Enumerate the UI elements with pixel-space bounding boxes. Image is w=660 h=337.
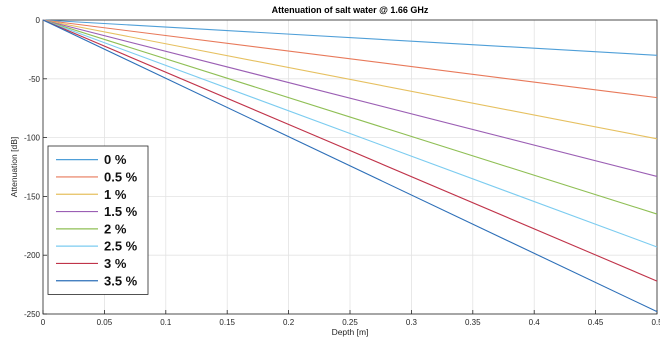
- x-tick-label: 0.4: [529, 318, 541, 327]
- legend-label: 3.5 %: [104, 273, 138, 288]
- legend-box: [47, 145, 149, 295]
- legend-label: 2 %: [104, 221, 127, 236]
- x-tick-label: 0.1: [160, 318, 172, 327]
- y-tick-label: -200: [24, 251, 41, 260]
- x-tick-label: 0.35: [465, 318, 481, 327]
- y-tick-label: 0: [36, 16, 41, 25]
- legend-label: 1 %: [104, 187, 127, 202]
- legend-label: 1.5 %: [104, 204, 138, 219]
- y-tick-label: -250: [24, 310, 41, 319]
- legend-label: 0.5 %: [104, 169, 138, 184]
- legend-label: 0 %: [104, 152, 127, 167]
- series-line: [42, 19, 658, 56]
- y-tick-label: -100: [24, 134, 41, 143]
- x-tick-label: 0.15: [219, 318, 235, 327]
- y-axis-title: Attenuation [dB]: [9, 137, 19, 198]
- series-line: [42, 19, 658, 140]
- x-tick-label: 0.3: [406, 318, 418, 327]
- series-line: [42, 19, 658, 177]
- y-tick-label: -50: [28, 75, 40, 84]
- series-lines: [42, 19, 658, 313]
- legend-label: 3 %: [104, 256, 127, 271]
- x-tick-label: 0.25: [342, 318, 358, 327]
- axis-ticks: 0 0.05 0.1 0.15 0.2 0.25 0.3 0.35 0.4 0.45 0.5 0 -50…: [24, 16, 660, 327]
- series-line: [42, 19, 658, 248]
- legend-label: 2.5 %: [104, 239, 138, 254]
- series-line: [42, 19, 658, 215]
- y-tick-label: -150: [24, 192, 41, 201]
- x-tick-label: 0.5: [651, 318, 660, 327]
- legend: 0 % 0.5 % 1 % 1.5 % 2 % 2.5 % 3 % 3.5 %: [47, 145, 149, 295]
- x-tick-label: 0.45: [588, 318, 604, 327]
- series-line: [42, 19, 658, 99]
- x-tick-label: 0: [41, 318, 46, 327]
- series-line: [42, 19, 658, 282]
- series-line: [42, 19, 658, 313]
- chart-title: Attenuation of salt water @ 1.66 GHz: [272, 5, 429, 15]
- x-tick-label: 0.05: [97, 318, 113, 327]
- x-tick-label: 0.2: [283, 318, 295, 327]
- x-axis-title: Depth [m]: [332, 327, 369, 337]
